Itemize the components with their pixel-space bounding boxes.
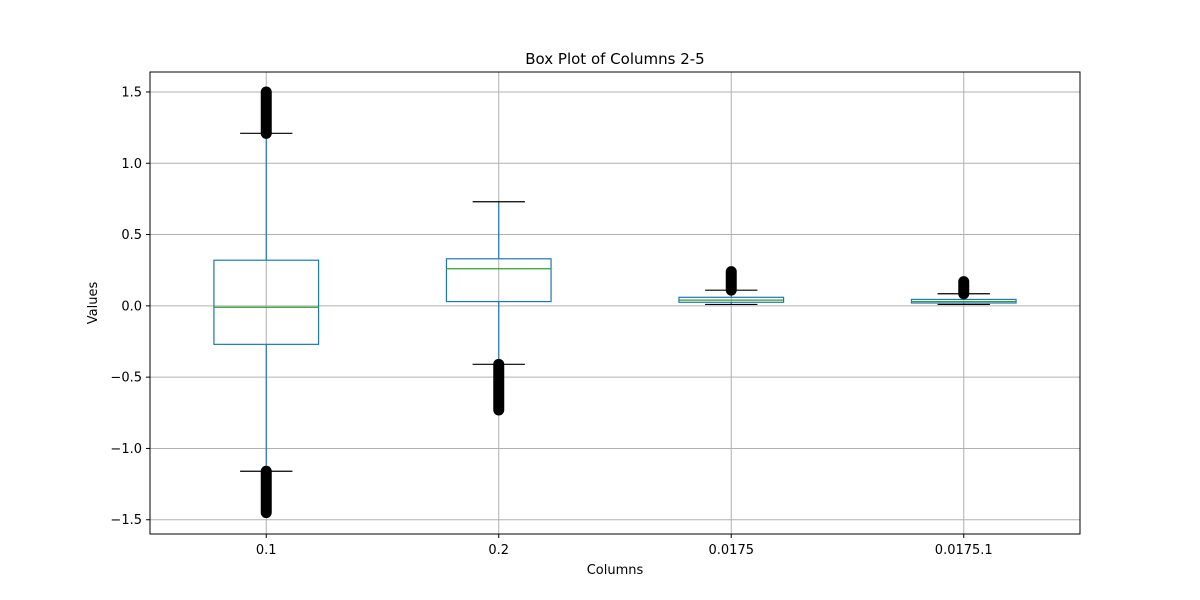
y-tick-label: −0.5 <box>110 371 142 386</box>
iqr-box <box>445 258 552 303</box>
x-axis-label: Columns <box>587 563 644 578</box>
y-tick-label: 1.0 <box>121 157 142 172</box>
y-tick-label: 0.5 <box>121 228 142 243</box>
box-0.0175.1 <box>910 276 1017 306</box>
x-tick-label: 0.1 <box>256 543 277 558</box>
plot-frame <box>149 71 1081 535</box>
iqr-box <box>213 259 320 345</box>
y-tick-label: 1.5 <box>121 85 142 100</box>
grid-lines <box>150 72 1080 534</box>
x-tick-label: 0.0175.1 <box>935 543 993 558</box>
x-tick-label: 0.2 <box>488 543 509 558</box>
box-0.2 <box>445 201 552 416</box>
y-tick-label: −1.0 <box>110 442 142 457</box>
y-axis-ticks: −1.5 −1.0 −0.5 0.0 0.5 1.0 1.5 <box>110 85 150 528</box>
y-axis-label: Values <box>86 282 101 325</box>
box-series <box>213 86 1017 519</box>
x-axis-ticks: 0.1 0.2 0.0175 0.0175.1 <box>256 534 993 558</box>
box-0.0175 <box>678 266 785 306</box>
y-tick-label: 0.0 <box>121 299 142 314</box>
box-0.1 <box>213 86 320 519</box>
y-tick-label: −1.5 <box>110 513 142 528</box>
x-tick-label: 0.0175 <box>709 543 755 558</box>
chart-title: Box Plot of Columns 2-5 <box>525 50 704 68</box>
